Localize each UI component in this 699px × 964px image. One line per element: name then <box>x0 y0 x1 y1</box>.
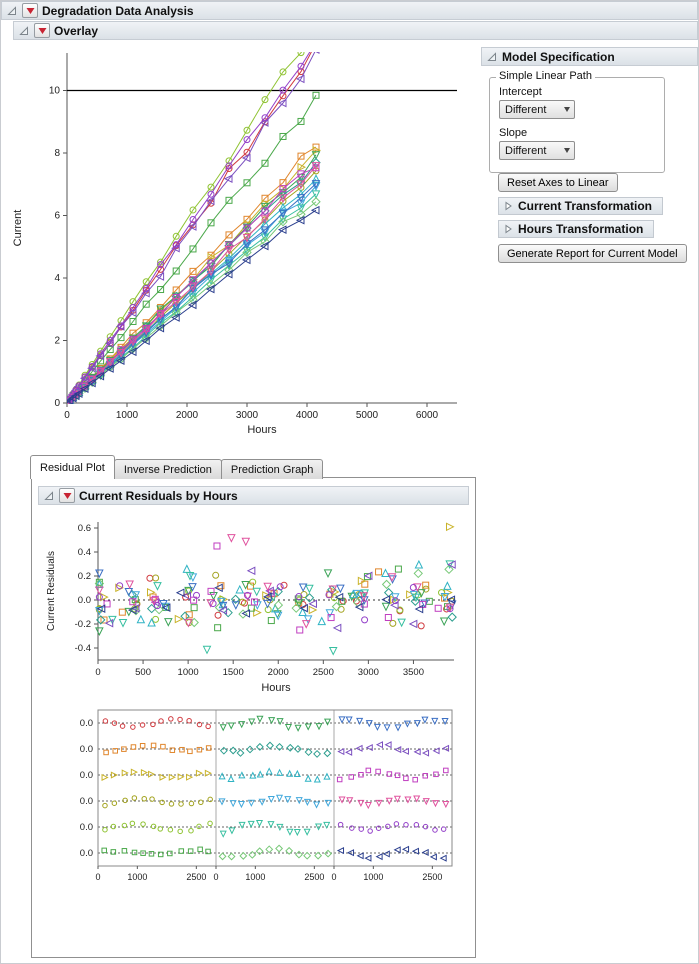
disclosure-open-icon[interactable] <box>43 490 55 502</box>
svg-text:4: 4 <box>54 273 60 284</box>
outline-header-model-specification: Model Specification <box>481 47 698 66</box>
svg-text:0.0: 0.0 <box>80 848 93 859</box>
svg-text:Hours: Hours <box>247 424 277 436</box>
current-transformation-label: Current Transformation <box>518 199 653 213</box>
residual-cell-plot[interactable]: 0.0 0.0 0.0 0.0 0.0 0.0 0 1000 2500 0 1000 2500 0 100… <box>40 706 468 888</box>
residual-tab-strip: Residual Plot Inverse Prediction Predict… <box>30 455 324 479</box>
svg-text:1000: 1000 <box>116 410 139 421</box>
hours-transformation-header[interactable]: Hours Transformation <box>498 220 655 238</box>
svg-text:1000: 1000 <box>245 872 265 882</box>
svg-text:3500: 3500 <box>403 667 424 678</box>
reset-axes-button[interactable]: Reset Axes to Linear <box>498 173 618 192</box>
svg-text:0.2: 0.2 <box>78 571 91 582</box>
disclosure-collapsed-icon[interactable] <box>502 223 514 235</box>
svg-text:2000: 2000 <box>176 410 199 421</box>
svg-text:6: 6 <box>54 211 60 222</box>
svg-text:8: 8 <box>54 148 60 159</box>
svg-text:Current Residuals: Current Residuals <box>46 551 57 631</box>
chevron-down-icon <box>564 148 570 153</box>
svg-text:0.0: 0.0 <box>80 718 93 729</box>
residual-scatter-plot[interactable]: 0 500 1000 1500 2000 2500 3000 3500 -0.4 -0.2 0.0 0… <box>40 508 468 704</box>
groupbox-legend: Simple Linear Path <box>496 70 595 82</box>
svg-text:2500: 2500 <box>186 872 206 882</box>
outline-header-degradation: Degradation Data Analysis <box>1 1 698 20</box>
svg-text:2: 2 <box>54 336 60 347</box>
svg-text:0: 0 <box>213 872 218 882</box>
chevron-down-icon <box>564 107 570 112</box>
red-triangle-menu-icon[interactable] <box>22 3 38 18</box>
overlay-plot[interactable]: 0 1000 2000 3000 4000 5000 6000 0 2 4 6 8 10 Hours Cur… <box>5 43 475 443</box>
svg-text:Current: Current <box>12 210 24 247</box>
svg-text:0: 0 <box>95 667 100 678</box>
svg-text:6000: 6000 <box>416 410 439 421</box>
svg-text:1000: 1000 <box>363 872 383 882</box>
hours-transformation-label: Hours Transformation <box>518 222 644 236</box>
disclosure-collapsed-icon[interactable] <box>502 200 514 212</box>
svg-text:2500: 2500 <box>422 872 442 882</box>
intercept-label: Intercept <box>499 86 542 98</box>
svg-text:0.0: 0.0 <box>80 770 93 781</box>
svg-text:1500: 1500 <box>223 667 244 678</box>
svg-text:0.0: 0.0 <box>78 595 91 606</box>
svg-text:0.4: 0.4 <box>78 547 91 558</box>
intercept-value: Different <box>505 103 547 116</box>
svg-text:0: 0 <box>64 410 70 421</box>
svg-text:0: 0 <box>54 398 60 409</box>
slope-label: Slope <box>499 127 528 139</box>
svg-text:0: 0 <box>331 872 336 882</box>
svg-text:3000: 3000 <box>236 410 259 421</box>
generate-report-button[interactable]: Generate Report for Current Model <box>498 244 687 263</box>
tab-inverse-prediction[interactable]: Inverse Prediction <box>113 459 222 479</box>
svg-text:-0.4: -0.4 <box>75 643 91 654</box>
svg-text:Hours: Hours <box>261 682 291 694</box>
red-triangle-menu-icon[interactable] <box>59 488 75 503</box>
simple-linear-path-groupbox: Simple Linear Path Intercept Different S… <box>489 70 665 173</box>
svg-text:0.0: 0.0 <box>80 822 93 833</box>
svg-text:4000: 4000 <box>296 410 319 421</box>
slope-value: Different <box>505 144 547 157</box>
svg-text:10: 10 <box>49 86 61 97</box>
slope-dropdown[interactable]: Different <box>499 141 575 160</box>
disclosure-open-icon[interactable] <box>18 25 30 37</box>
svg-text:0.0: 0.0 <box>80 744 93 755</box>
outline-header-current-residuals: Current Residuals by Hours <box>38 486 469 505</box>
tab-residual-plot[interactable]: Residual Plot <box>30 455 115 479</box>
svg-text:0: 0 <box>95 872 100 882</box>
intercept-dropdown[interactable]: Different <box>499 100 575 119</box>
overlay-title: Overlay <box>54 23 99 38</box>
outline-header-overlay: Overlay <box>13 21 698 40</box>
svg-text:1000: 1000 <box>127 872 147 882</box>
report-title: Degradation Data Analysis <box>42 3 194 18</box>
svg-text:0.6: 0.6 <box>78 523 91 534</box>
disclosure-open-icon[interactable] <box>6 5 18 17</box>
current-transformation-header[interactable]: Current Transformation <box>498 197 664 215</box>
svg-text:0.0: 0.0 <box>80 796 93 807</box>
red-triangle-menu-icon[interactable] <box>34 23 50 38</box>
svg-text:-0.2: -0.2 <box>75 619 91 630</box>
model-spec-title: Model Specification <box>502 49 615 64</box>
svg-text:2500: 2500 <box>304 872 324 882</box>
tab-prediction-graph[interactable]: Prediction Graph <box>220 459 324 479</box>
residuals-title: Current Residuals by Hours <box>79 488 238 503</box>
residual-plot-panel: Current Residuals by Hours 0 500 1000 1500 2… <box>31 477 476 958</box>
svg-text:2000: 2000 <box>268 667 289 678</box>
disclosure-open-icon[interactable] <box>486 51 498 63</box>
svg-text:5000: 5000 <box>356 410 379 421</box>
svg-text:500: 500 <box>135 667 151 678</box>
svg-text:2500: 2500 <box>313 667 334 678</box>
svg-text:1000: 1000 <box>178 667 199 678</box>
svg-text:3000: 3000 <box>358 667 379 678</box>
